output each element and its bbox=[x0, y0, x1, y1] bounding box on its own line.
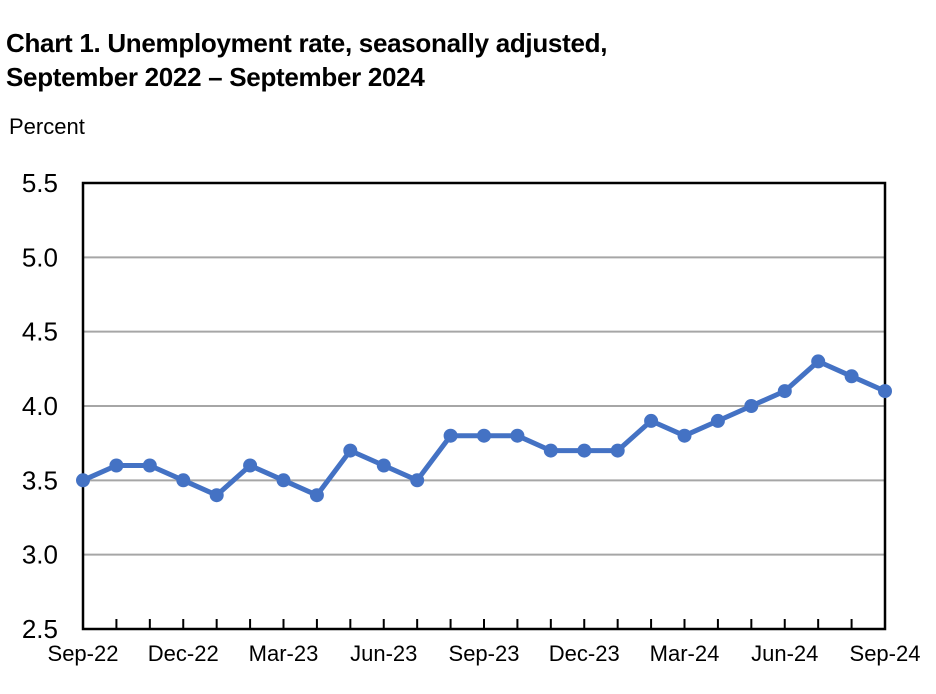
data-point bbox=[878, 384, 892, 399]
data-point bbox=[577, 443, 592, 458]
data-point bbox=[209, 488, 224, 503]
y-tick-label: 3.5 bbox=[22, 465, 58, 495]
y-axis-caption: Percent bbox=[9, 114, 85, 139]
data-point bbox=[477, 428, 491, 443]
y-tick-label: 3.0 bbox=[22, 540, 58, 570]
data-point bbox=[376, 458, 391, 473]
data-point bbox=[811, 354, 826, 369]
x-tick-label: Mar-23 bbox=[249, 641, 319, 666]
y-tick-label: 5.0 bbox=[22, 242, 58, 272]
data-point bbox=[443, 428, 458, 443]
x-tick-label: Jun-24 bbox=[751, 641, 818, 666]
data-point bbox=[744, 399, 759, 413]
data-point bbox=[243, 458, 258, 473]
chart-title-line2: September 2022 – September 2024 bbox=[6, 62, 425, 92]
y-tick-label: 4.5 bbox=[22, 317, 58, 347]
x-tick-label: Mar-24 bbox=[650, 641, 720, 666]
y-tick-label: 5.5 bbox=[22, 168, 58, 198]
data-point bbox=[109, 458, 124, 473]
data-point bbox=[677, 428, 692, 443]
data-point bbox=[710, 413, 725, 428]
x-tick-label: Dec-22 bbox=[148, 641, 219, 666]
data-line bbox=[80, 358, 888, 498]
data-point bbox=[610, 443, 625, 458]
data-point bbox=[543, 443, 558, 458]
data-point bbox=[276, 473, 291, 488]
chart-title-line1: Chart 1. Unemployment rate, seasonally a… bbox=[6, 28, 608, 58]
y-tick-label: 2.5 bbox=[22, 614, 58, 644]
data-point bbox=[644, 413, 659, 428]
data-point bbox=[142, 458, 157, 473]
data-point bbox=[309, 488, 324, 503]
x-tick-label: Sep-24 bbox=[850, 641, 921, 666]
data-point bbox=[410, 473, 425, 488]
x-tick-label: Jun-23 bbox=[350, 641, 417, 666]
x-tick-label: Sep-22 bbox=[48, 641, 119, 666]
chart-title: Chart 1. Unemployment rate, seasonally a… bbox=[6, 26, 607, 94]
y-tick-label: 4.0 bbox=[22, 391, 58, 421]
data-point bbox=[176, 473, 191, 488]
data-point bbox=[777, 384, 792, 399]
data-point bbox=[343, 443, 358, 458]
x-tick-label: Sep-23 bbox=[449, 641, 520, 666]
unemployment-chart: 2.5 3.0 3.5 4.0 4.5 5.0 5.5 Sep-22 Dec-22 Mar-23 J… bbox=[22, 168, 921, 666]
x-tick-label: Dec-23 bbox=[549, 641, 620, 666]
data-point bbox=[844, 369, 859, 384]
data-point bbox=[510, 428, 525, 443]
data-point bbox=[76, 473, 90, 488]
